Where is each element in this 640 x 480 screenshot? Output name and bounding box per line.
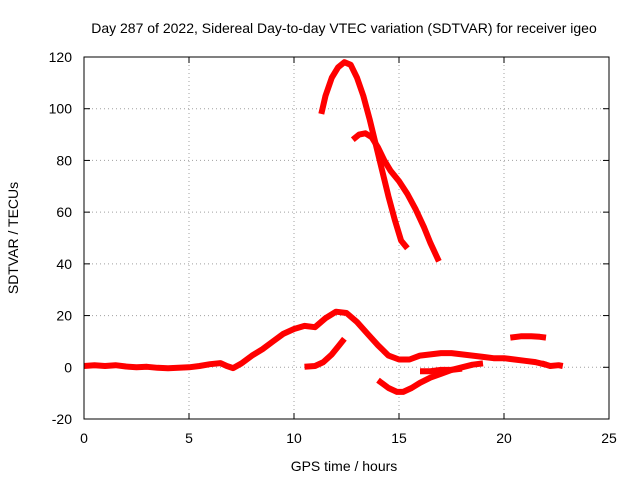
plot-frame [84, 57, 609, 419]
series-track-6 [542, 363, 563, 366]
y-tick-label: 80 [56, 152, 72, 168]
series-track-8 [353, 133, 439, 261]
x-tick-label: 5 [185, 430, 193, 446]
series-track-7 [321, 62, 407, 248]
x-tick-label: 10 [286, 430, 302, 446]
y-tick-label: 0 [64, 359, 72, 375]
y-tick-label: 120 [49, 49, 73, 65]
y-axis-label: SDTVAR / TECUs [5, 182, 21, 294]
y-tick-label: 60 [56, 204, 72, 220]
series-track-5 [510, 336, 546, 337]
sdtvar-chart: Day 287 of 2022, Sidereal Day-to-day VTE… [0, 0, 640, 480]
series-track-2 [305, 339, 345, 367]
series-track-3 [378, 363, 483, 392]
x-axis-label: GPS time / hours [291, 458, 398, 474]
x-tick-label: 25 [601, 430, 617, 446]
y-tick-label: 40 [56, 256, 72, 272]
grid-lines [84, 57, 609, 419]
x-tick-label: 15 [391, 430, 407, 446]
x-tick-label: 20 [496, 430, 512, 446]
data-series [84, 62, 563, 392]
y-tick-label: 20 [56, 308, 72, 324]
y-tick-label: 100 [49, 101, 73, 117]
series-track-1 [84, 312, 546, 369]
y-tick-label: -20 [52, 411, 72, 427]
series-track-4 [420, 369, 462, 372]
chart-title: Day 287 of 2022, Sidereal Day-to-day VTE… [91, 20, 597, 36]
x-tick-label: 0 [80, 430, 88, 446]
